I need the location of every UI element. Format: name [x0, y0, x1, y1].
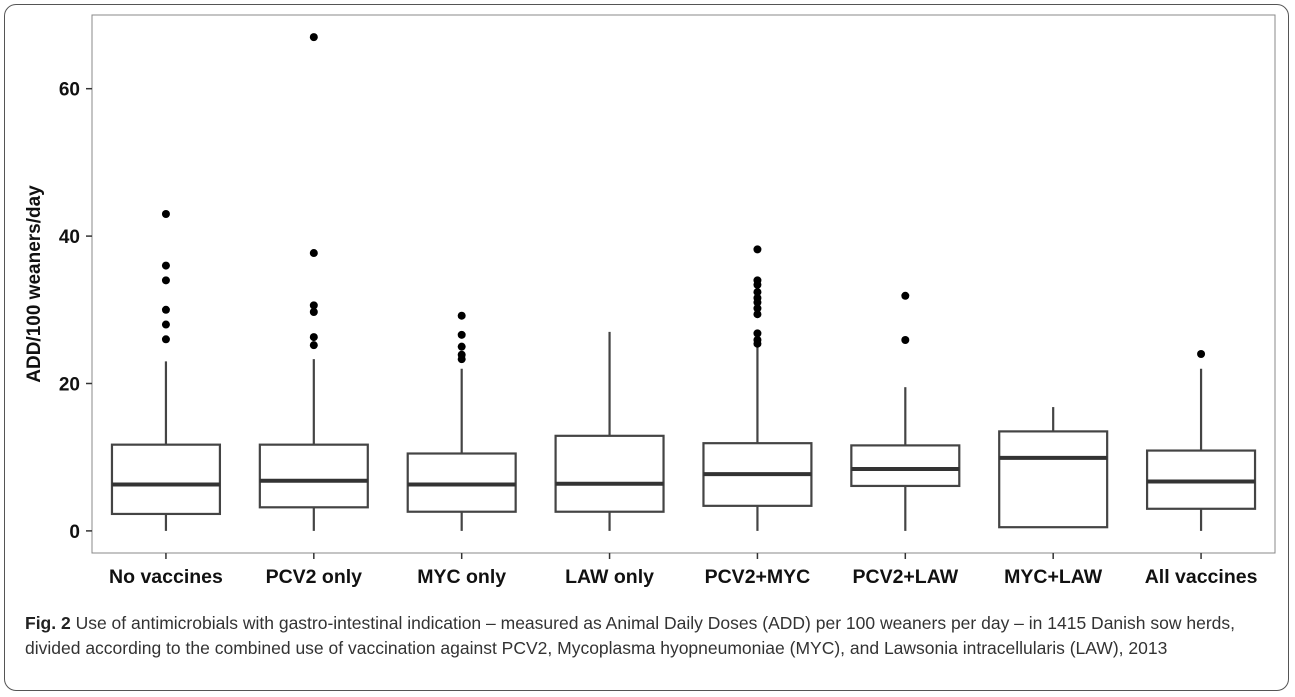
box-group-1 [110, 209, 222, 531]
y-tick-label: 20 [59, 374, 80, 395]
box-group-2 [258, 33, 369, 531]
box-group-8 [1145, 350, 1257, 531]
box-group-7 [998, 407, 1109, 529]
outlier-point [901, 291, 910, 300]
y-tick-label: 60 [59, 80, 80, 101]
outlier-point [161, 320, 170, 329]
y-tick-label: 0 [69, 522, 80, 543]
outlier-point [457, 350, 466, 359]
outlier-point [753, 245, 762, 254]
box [110, 443, 222, 516]
outlier-point [161, 335, 170, 344]
outlier-point [457, 330, 466, 339]
x-tick-label: MYC+LAW [1004, 566, 1103, 588]
x-tick-label: No vaccines [109, 566, 223, 588]
outlier-point [309, 308, 318, 317]
x-tick-label: PCV2+MYC [705, 566, 811, 588]
caption-label: Fig. 2 [25, 613, 71, 633]
outlier-point [1197, 350, 1206, 359]
outlier-point [457, 342, 466, 351]
box-group-4 [554, 331, 665, 531]
caption-text: Use of antimicrobials with gastro-intest… [25, 613, 1236, 658]
outlier-point [309, 333, 318, 342]
outlier-point [753, 288, 762, 297]
outlier-point [753, 304, 762, 313]
outlier-point [309, 33, 318, 42]
outlier-point [161, 305, 170, 314]
outlier-point [161, 261, 170, 270]
x-tick-label: PCV2+LAW [852, 566, 958, 588]
box-group-5 [702, 245, 813, 531]
box-plot-chart: 0 20 40 60 No vaccines PCV2 only MYC only LAW … [24, 14, 1276, 588]
y-axis-label: ADD/100 weaners/day [24, 185, 45, 383]
outlier-point [309, 341, 318, 350]
x-tick-label: MYC only [417, 566, 506, 588]
x-tick-label: LAW only [565, 566, 654, 588]
figure-frame [4, 4, 1289, 691]
outlier-point [753, 294, 762, 303]
outlier-point [901, 336, 910, 345]
outlier-point [309, 249, 318, 258]
box [850, 444, 961, 488]
boxes-layer [110, 33, 1257, 531]
outlier-point [309, 301, 318, 310]
box-group-6 [850, 291, 961, 531]
box [554, 434, 665, 513]
figure-caption: Fig. 2 Use of antimicrobials with gastro… [25, 611, 1270, 661]
outlier-point [753, 336, 762, 345]
y-axis: 0 20 40 60 [59, 80, 92, 543]
box [998, 430, 1109, 529]
y-tick-label: 40 [59, 227, 80, 248]
x-tick-label: PCV2 only [266, 566, 363, 588]
outlier-point [753, 329, 762, 338]
x-tick-label: All vaccines [1145, 566, 1258, 588]
outlier-point [457, 311, 466, 320]
outlier-point [753, 276, 762, 285]
box [258, 443, 369, 509]
x-axis: No vaccines PCV2 only MYC only LAW only PCV2… [109, 553, 1258, 588]
box-group-3 [406, 311, 517, 531]
outlier-point [753, 310, 762, 319]
outlier-point [161, 209, 170, 218]
outlier-point [161, 276, 170, 285]
